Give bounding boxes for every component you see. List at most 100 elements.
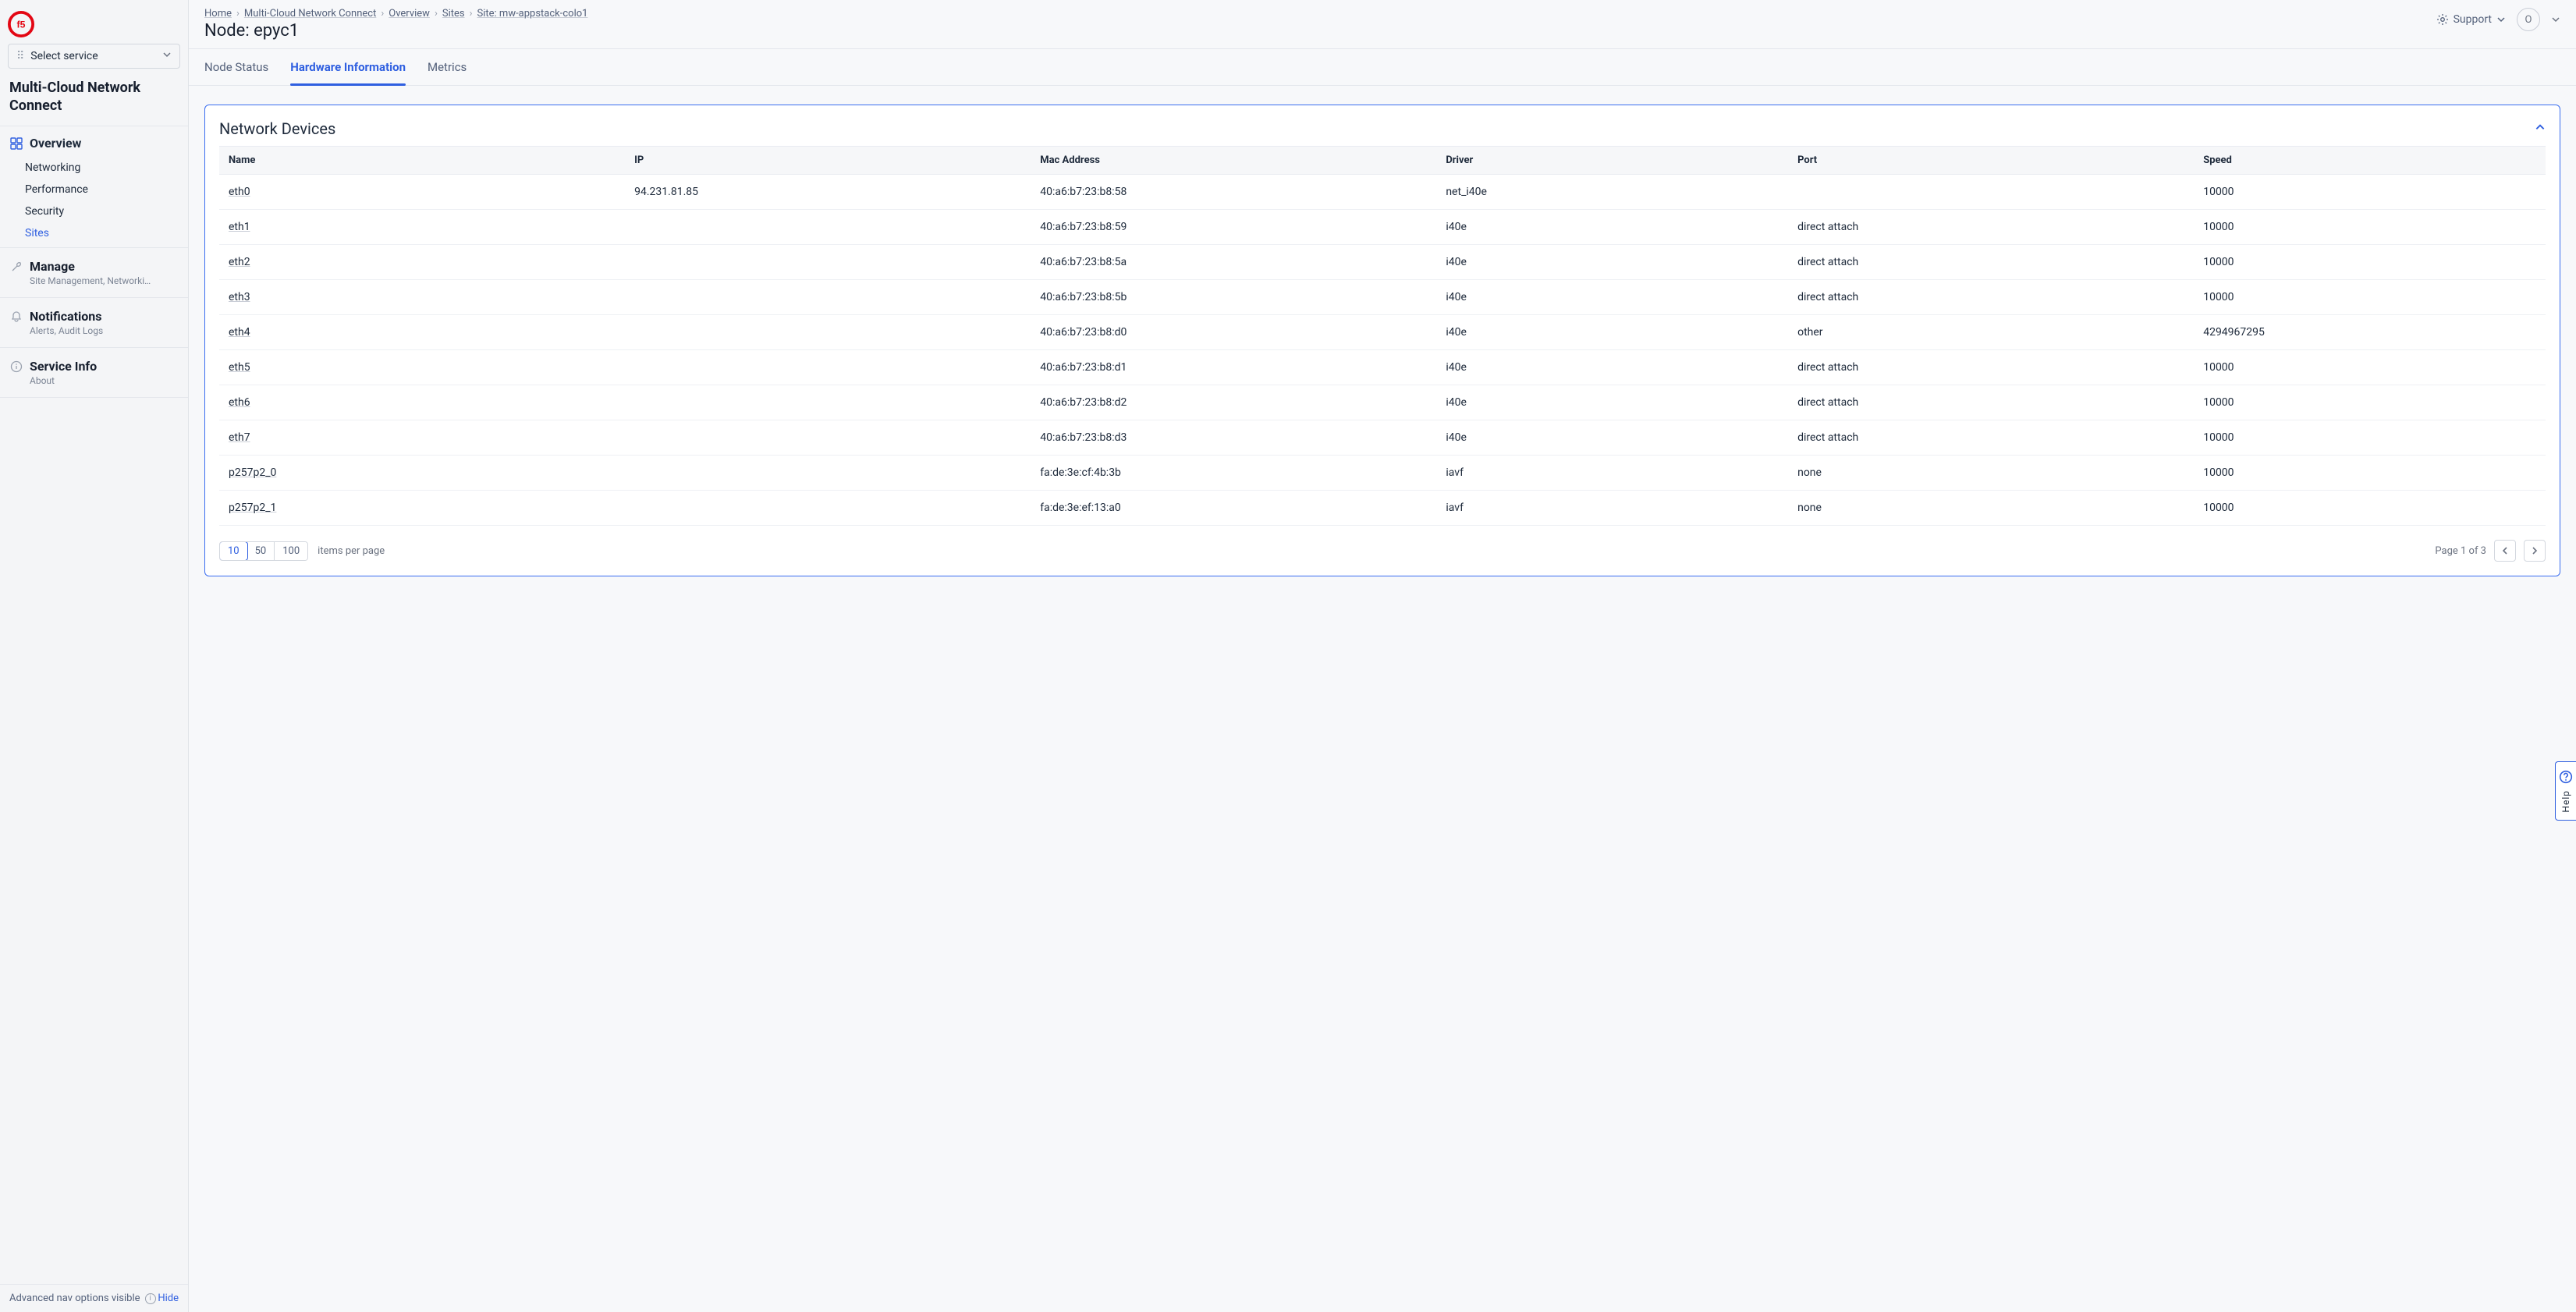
device-name-link[interactable]: eth5 xyxy=(229,361,250,374)
dashboard-icon xyxy=(9,137,23,150)
tabs: Node Status Hardware Information Metrics xyxy=(189,49,2576,86)
table-cell: eth1 xyxy=(219,210,625,245)
table-cell: i40e xyxy=(1436,420,1788,456)
breadcrumb: Home› Multi-Cloud Network Connect› Overv… xyxy=(204,8,2436,20)
table-row: eth440:a6:b7:23:b8:d0i40eother4294967295 xyxy=(219,315,2546,350)
breadcrumb-item[interactable]: Home xyxy=(204,8,232,20)
table-cell: 40:a6:b7:23:b8:59 xyxy=(1031,210,1436,245)
table-cell: iavf xyxy=(1436,491,1788,526)
table-cell xyxy=(625,420,1031,456)
content: Network Devices NameIPMac AddressDriverP… xyxy=(189,86,2576,1312)
avatar-initial: O xyxy=(2525,14,2532,26)
page-size-option[interactable]: 50 xyxy=(247,542,275,560)
page-size-option[interactable]: 100 xyxy=(275,542,307,560)
sidebar-item-overview[interactable]: Overview xyxy=(0,129,188,157)
table-row: p257p2_1fa:de:3e:ef:13:a0iavfnone10000 xyxy=(219,491,2546,526)
table-cell: 10000 xyxy=(2194,210,2546,245)
panel-title: Network Devices xyxy=(219,119,335,138)
device-name-link[interactable]: eth4 xyxy=(229,326,250,339)
table-row: eth5 40:a6:b7:23:b8:d1i40edirect attach10… xyxy=(219,350,2546,385)
table-cell: 94.231.81.85 xyxy=(625,175,1031,210)
sidebar-group-label: Service Info xyxy=(30,359,97,374)
table-cell xyxy=(625,491,1031,526)
device-name-link[interactable]: eth2 xyxy=(229,256,250,268)
hide-nav-button[interactable]: Hide xyxy=(158,1292,179,1304)
table-cell: 10000 xyxy=(2194,245,2546,280)
sidebar-item-sites[interactable]: Sites xyxy=(0,222,188,244)
table-cell: direct attach xyxy=(1788,245,2194,280)
table-cell: 40:a6:b7:23:b8:d1 xyxy=(1031,350,1436,385)
support-menu[interactable]: Support xyxy=(2436,13,2506,26)
table-cell: 40:a6:b7:23:b8:d2 xyxy=(1031,385,1436,420)
page-indicator: Page 1 of 3 xyxy=(2435,545,2486,557)
sidebar-group-service-info[interactable]: Service Info About xyxy=(0,351,188,394)
table-header-cell: Speed xyxy=(2194,147,2546,175)
table-row: p257p2_0fa:de:3e:cf:4b:3biavfnone10000 xyxy=(219,456,2546,491)
table-header-cell: Port xyxy=(1788,147,2194,175)
tab-metrics[interactable]: Metrics xyxy=(428,49,467,85)
table-cell: 10000 xyxy=(2194,350,2546,385)
chevron-down-icon xyxy=(162,50,172,62)
chevron-down-icon[interactable] xyxy=(2551,15,2560,24)
sidebar-group-notifications[interactable]: Notifications Alerts, Audit Logs xyxy=(0,301,188,344)
table-header-cell: Name xyxy=(219,147,625,175)
device-name-link[interactable]: eth0 xyxy=(229,186,250,198)
info-small-icon[interactable]: i xyxy=(145,1293,156,1304)
table-cell: direct attach xyxy=(1788,350,2194,385)
sidebar-nav: Overview Networking Performance Security… xyxy=(0,129,188,244)
device-name-link[interactable]: eth6 xyxy=(229,396,250,409)
table-cell: i40e xyxy=(1436,280,1788,315)
table-cell: iavf xyxy=(1436,456,1788,491)
brand-logo[interactable]: f5 xyxy=(8,8,180,44)
chevron-right-icon xyxy=(2530,546,2539,555)
device-name-link[interactable]: p257p2_0 xyxy=(229,466,276,479)
footer-label: Advanced nav options visible xyxy=(9,1292,140,1304)
network-devices-panel: Network Devices NameIPMac AddressDriverP… xyxy=(204,105,2560,576)
table-cell: 10000 xyxy=(2194,456,2546,491)
help-tab[interactable]: Help xyxy=(2555,761,2576,821)
table-cell: 10000 xyxy=(2194,280,2546,315)
sidebar-group-label: Manage xyxy=(30,259,151,274)
gear-icon xyxy=(2436,13,2449,26)
table-cell: eth4 xyxy=(219,315,625,350)
table-cell: 40:a6:b7:23:b8:5b xyxy=(1031,280,1436,315)
sidebar-group-manage[interactable]: Manage Site Management, Networki… xyxy=(0,251,188,294)
table-cell: eth3 xyxy=(219,280,625,315)
collapse-panel-button[interactable] xyxy=(2535,122,2546,136)
table-cell: p257p2_1 xyxy=(219,491,625,526)
next-page-button[interactable] xyxy=(2524,540,2546,562)
breadcrumb-item[interactable]: Site: mw-appstack-colo1 xyxy=(477,8,588,20)
sidebar-group-desc: Alerts, Audit Logs xyxy=(30,325,103,336)
table-cell: i40e xyxy=(1436,350,1788,385)
device-name-link[interactable]: eth3 xyxy=(229,291,250,303)
sidebar-item-networking[interactable]: Networking xyxy=(0,157,188,179)
table-cell: p257p2_0 xyxy=(219,456,625,491)
device-name-link[interactable]: eth1 xyxy=(229,221,250,233)
breadcrumb-item[interactable]: Overview xyxy=(389,8,430,20)
sidebar-footer: Advanced nav options visible i Hide xyxy=(0,1284,188,1312)
sidebar-section-title: Multi-Cloud Network Connect xyxy=(0,69,188,122)
device-name-link[interactable]: eth7 xyxy=(229,431,250,444)
tab-node-status[interactable]: Node Status xyxy=(204,49,268,85)
page-size-option[interactable]: 10 xyxy=(219,541,248,561)
sidebar-item-performance[interactable]: Performance xyxy=(0,179,188,200)
support-label: Support xyxy=(2454,13,2492,26)
device-name-link[interactable]: p257p2_1 xyxy=(229,502,276,514)
user-avatar[interactable]: O xyxy=(2517,8,2540,31)
select-service-dropdown[interactable]: ⠿ Select service xyxy=(8,44,180,69)
breadcrumb-item[interactable]: Multi-Cloud Network Connect xyxy=(244,8,376,20)
help-icon xyxy=(2559,770,2573,784)
table-cell: direct attach xyxy=(1788,210,2194,245)
table-cell: direct attach xyxy=(1788,280,2194,315)
table-cell: i40e xyxy=(1436,315,1788,350)
table-cell: eth5 xyxy=(219,350,625,385)
prev-page-button[interactable] xyxy=(2494,540,2516,562)
table-row: eth640:a6:b7:23:b8:d2i40edirect attach10… xyxy=(219,385,2546,420)
tab-hardware-information[interactable]: Hardware Information xyxy=(290,49,406,85)
sidebar-item-security[interactable]: Security xyxy=(0,200,188,222)
table-cell xyxy=(625,210,1031,245)
breadcrumb-item[interactable]: Sites xyxy=(442,8,465,20)
table-cell: none xyxy=(1788,491,2194,526)
table-cell: 10000 xyxy=(2194,420,2546,456)
table-header-cell: Mac Address xyxy=(1031,147,1436,175)
